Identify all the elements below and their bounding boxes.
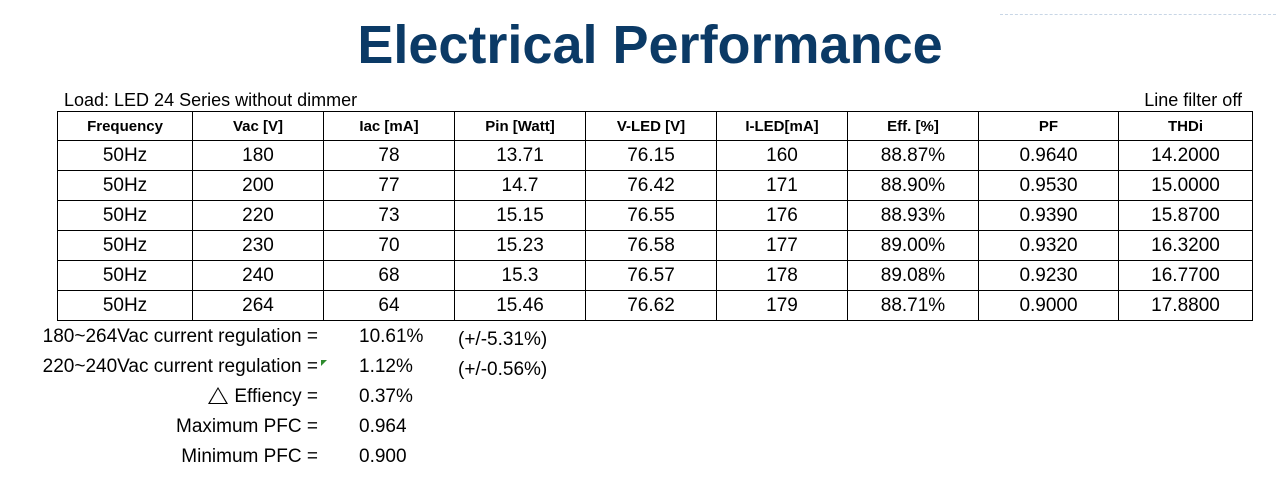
table-cell: 179: [716, 290, 848, 321]
table-cell: 180: [192, 140, 324, 171]
table-cell: 17.8800: [1118, 290, 1253, 321]
table-cell: 16.3200: [1118, 230, 1253, 261]
table-cell: 13.71: [454, 140, 586, 171]
table-cell: 15.8700: [1118, 200, 1253, 231]
table-cell: 0.9230: [978, 260, 1119, 291]
table-cell: 0.9640: [978, 140, 1119, 171]
table-cell: 88.87%: [847, 140, 979, 171]
summary-label: Effiency =: [234, 386, 318, 407]
table-cell: 0.9530: [978, 170, 1119, 201]
table-row: 50Hz 264 64 15.46 76.62 179 88.71% 0.9000 17.880…: [57, 290, 1253, 321]
summary-value: 1.12%: [359, 356, 413, 377]
summary-note: (+/-5.31%): [458, 329, 548, 350]
triangle-icon: [208, 387, 229, 404]
column-header: Frequency: [57, 111, 193, 141]
table-cell: 70: [323, 230, 455, 261]
table-cell: 177: [716, 230, 848, 261]
table-cell: 50Hz: [57, 200, 193, 231]
table-cell: 50Hz: [57, 170, 193, 201]
table-cell: 200: [192, 170, 324, 201]
performance-table: Frequency Vac [V] Iac [mA] Pin [Watt] V-LED …: [57, 111, 1253, 321]
table-cell: 160: [716, 140, 848, 171]
table-cell: 240: [192, 260, 324, 291]
table-cell: 76.55: [585, 200, 717, 231]
table-cell: 230: [192, 230, 324, 261]
table-cell: 171: [716, 170, 848, 201]
table-row: 50Hz 180 78 13.71 76.15 160 88.87% 0.9640 14.200…: [57, 140, 1253, 171]
table-cell: 76.57: [585, 260, 717, 291]
table-cell: 78: [323, 140, 455, 171]
table-cell: 15.3: [454, 260, 586, 291]
page-title: Electrical Performance: [357, 15, 943, 75]
table-cell: 77: [323, 170, 455, 201]
column-header: V-LED [V]: [585, 111, 717, 141]
table-cell: 68: [323, 260, 455, 291]
table-cell: 76.42: [585, 170, 717, 201]
column-header: Eff. [%]: [847, 111, 979, 141]
table-cell: 50Hz: [57, 290, 193, 321]
table-cell: 178: [716, 260, 848, 291]
table-row: 50Hz 230 70 15.23 76.58 177 89.00% 0.9320 16.320…: [57, 230, 1253, 261]
table-cell: 88.71%: [847, 290, 979, 321]
table-cell: 64: [323, 290, 455, 321]
table-body: 50Hz 180 78 13.71 76.15 160 88.87% 0.9640 14.200…: [57, 140, 1253, 321]
column-header: Vac [V]: [192, 111, 324, 141]
table-cell: 15.0000: [1118, 170, 1253, 201]
table-cell: 76.15: [585, 140, 717, 171]
table-row: 50Hz 200 77 14.7 76.42 171 88.90% 0.9530 15.0000: [57, 170, 1253, 201]
column-header: I-LED[mA]: [716, 111, 848, 141]
table-cell: 15.46: [454, 290, 586, 321]
table-cell: 16.7700: [1118, 260, 1253, 291]
table-header-row: Frequency Vac [V] Iac [mA] Pin [Watt] V-LED …: [57, 111, 1253, 141]
summary-label: 220~240Vac current regulation =: [42, 356, 318, 377]
column-header: Pin [Watt]: [454, 111, 586, 141]
table-cell: 73: [323, 200, 455, 231]
column-header: PF: [978, 111, 1119, 141]
summary-label: Maximum PFC =: [176, 416, 318, 437]
table-cell: 76.58: [585, 230, 717, 261]
comment-marker-icon: [321, 360, 327, 366]
summary-label: Minimum PFC =: [181, 446, 318, 467]
table-cell: 50Hz: [57, 230, 193, 261]
decorative-rule: [1000, 14, 1276, 16]
table-cell: 264: [192, 290, 324, 321]
summary-value: 0.37%: [359, 386, 413, 407]
summary-label: 180~264Vac current regulation =: [42, 326, 318, 347]
summary-note: (+/-0.56%): [458, 359, 548, 380]
table-cell: 0.9390: [978, 200, 1119, 231]
summary-label-group: Effiency =: [208, 382, 318, 412]
table-cell: 89.00%: [847, 230, 979, 261]
table-cell: 0.9000: [978, 290, 1119, 321]
table-cell: 76.62: [585, 290, 717, 321]
table-cell: 50Hz: [57, 140, 193, 171]
table-cell: 220: [192, 200, 324, 231]
table-row: 50Hz 220 73 15.15 76.55 176 88.93% 0.9390 15.870…: [57, 200, 1253, 231]
column-header: Iac [mA]: [323, 111, 455, 141]
table-cell: 88.93%: [847, 200, 979, 231]
table-row: 50Hz 240 68 15.3 76.57 178 89.08% 0.9230 16.7700: [57, 260, 1253, 291]
table-cell: 14.2000: [1118, 140, 1253, 171]
table-cell: 15.15: [454, 200, 586, 231]
column-header: THDi: [1118, 111, 1253, 141]
table-cell: 14.7: [454, 170, 586, 201]
summary-value: 10.61%: [359, 326, 424, 347]
load-label: Load: LED 24 Series without dimmer: [64, 90, 358, 110]
table-cell: 15.23: [454, 230, 586, 261]
table-cell: 88.90%: [847, 170, 979, 201]
table-cell: 50Hz: [57, 260, 193, 291]
table-cell: 176: [716, 200, 848, 231]
table-cell: 89.08%: [847, 260, 979, 291]
summary-value: 0.900: [359, 446, 407, 467]
table-cell: 0.9320: [978, 230, 1119, 261]
summary-value: 0.964: [359, 416, 407, 437]
line-filter-label: Line filter off: [1144, 90, 1242, 110]
